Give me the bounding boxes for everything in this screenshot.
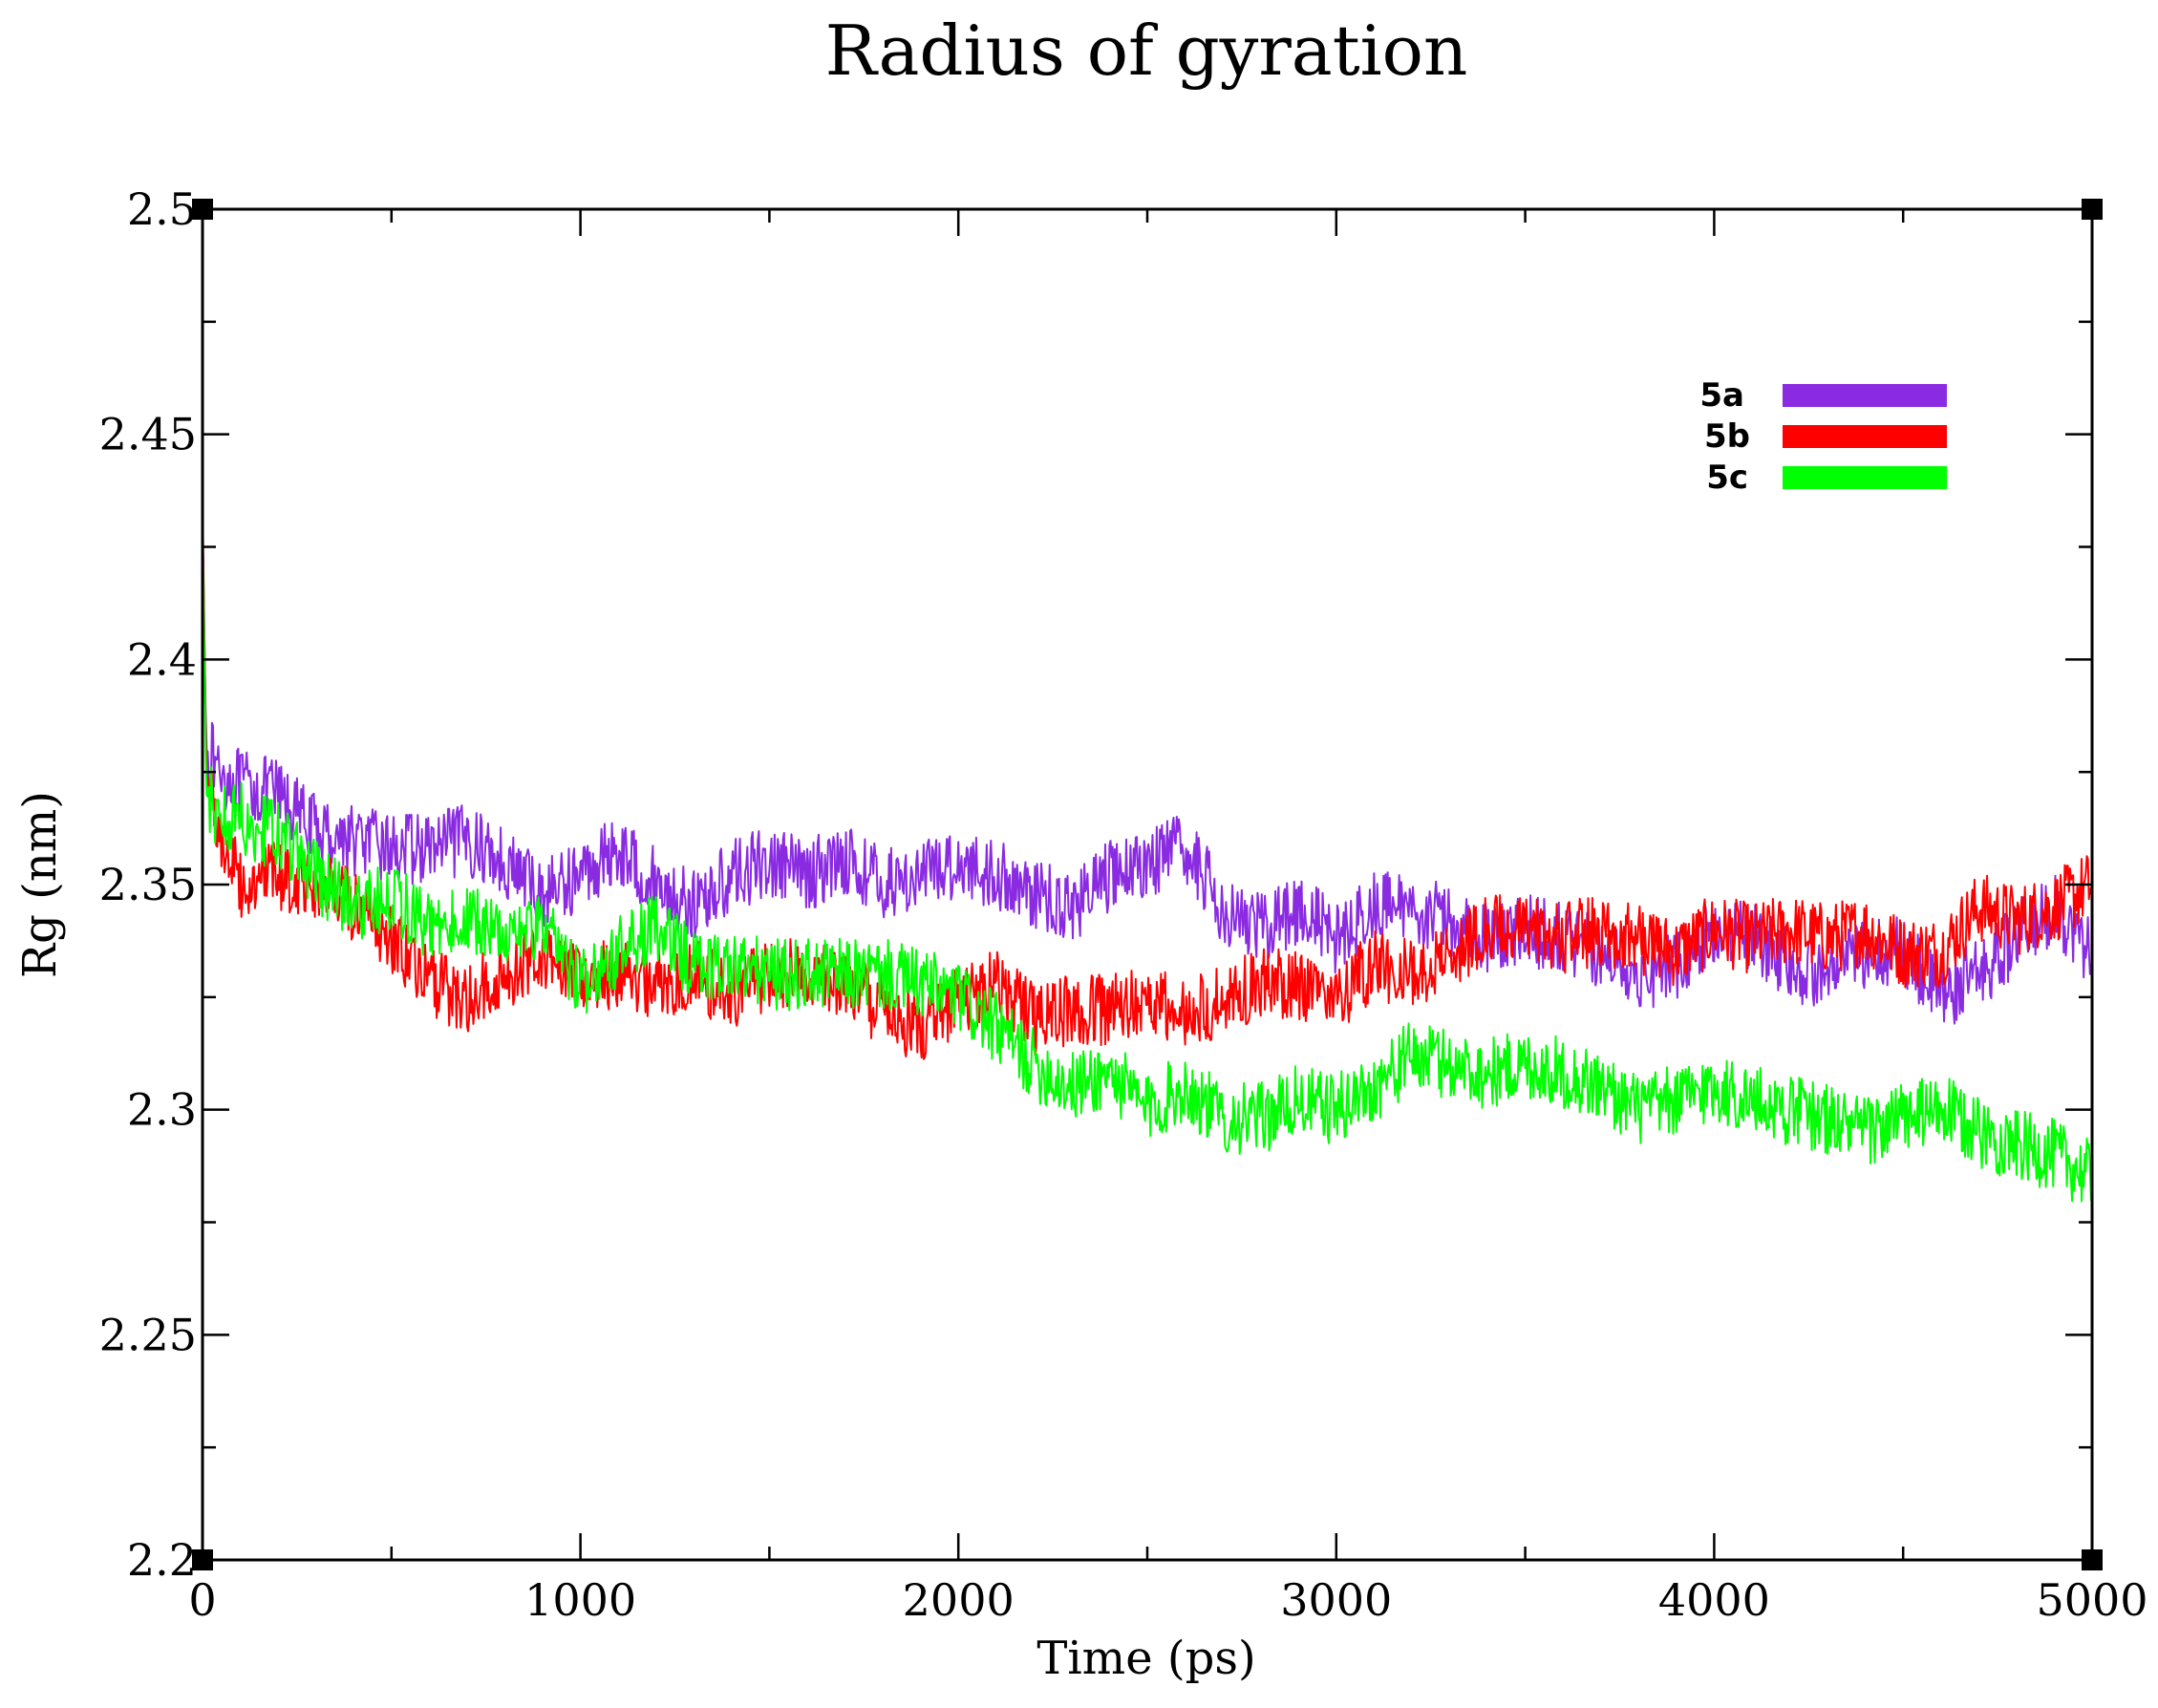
legend-swatch-5a	[1783, 384, 1947, 407]
frame-corner-bl	[192, 1549, 213, 1570]
legend-label-5a: 5a	[1699, 376, 1744, 415]
y-tick-label: 2.5	[127, 183, 197, 235]
series-line-5c	[202, 523, 2093, 1203]
y-tick-label: 2.35	[99, 859, 197, 910]
legend-swatch-5c	[1783, 466, 1947, 489]
x-tick-label: 1000	[524, 1574, 636, 1626]
series-line-5b	[202, 502, 2093, 1060]
legend-label-5b: 5b	[1704, 417, 1750, 456]
x-tick-label: 4000	[1658, 1574, 1770, 1626]
legend-label-5c: 5c	[1706, 459, 1748, 497]
frame-corner-tl	[192, 199, 213, 220]
y-tick-label: 2.4	[127, 633, 197, 685]
y-tick-label: 2.3	[127, 1084, 197, 1136]
x-tick-label: 2000	[903, 1574, 1015, 1626]
y-axis-label: Rg (nm)	[13, 791, 67, 978]
x-tick-label: 0	[188, 1574, 216, 1626]
chart-title: Radius of gyration	[825, 11, 1468, 91]
y-tick-label: 2.45	[99, 409, 197, 460]
series-layer	[202, 502, 2093, 1203]
ticks-layer: 0 1000 2000 3000 4000 5000 2.2 2.25 2.3 2.35 2.4 2.…	[99, 183, 2148, 1626]
y-tick-label: 2.25	[99, 1309, 197, 1360]
legend-swatch-5b	[1783, 425, 1947, 448]
frame-corner-tr	[2082, 199, 2103, 220]
y-tick-label: 2.2	[127, 1534, 197, 1586]
legend: 5a 5b 5c	[1699, 376, 1947, 497]
x-tick-label: 3000	[1280, 1574, 1392, 1626]
frame-corner-br	[2082, 1549, 2103, 1570]
x-axis-label: Time (ps)	[1036, 1632, 1255, 1685]
x-tick-label: 5000	[2036, 1574, 2147, 1626]
